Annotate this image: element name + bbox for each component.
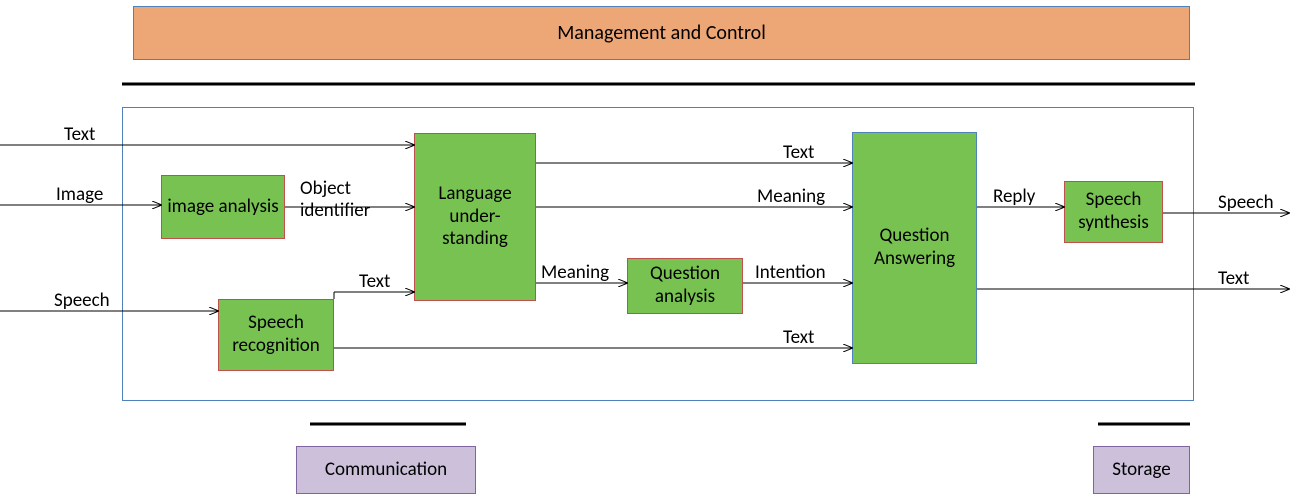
edge-label: identifier xyxy=(300,199,370,222)
speech-recognition-node: Speech recognition xyxy=(218,299,334,371)
speech-synthesis-label: Speech synthesis xyxy=(1065,187,1162,237)
question-answering-node: Question Answering xyxy=(852,132,977,364)
communication-box: Communication xyxy=(296,446,476,494)
edge-label: Speech xyxy=(1218,191,1274,214)
mgmt-control-box: Management and Control xyxy=(133,6,1190,60)
edge-label: Intention xyxy=(755,261,826,284)
edge-label: Text xyxy=(783,326,814,349)
storage-box: Storage xyxy=(1093,446,1190,494)
question-analysis-label: Question analysis xyxy=(628,261,742,311)
edge-label: Text xyxy=(1218,267,1249,290)
edge-label: Image xyxy=(56,183,103,206)
language-understanding-label: Language under-standing xyxy=(415,181,535,253)
edge-label: Object xyxy=(300,177,351,200)
edge-label: Text xyxy=(64,123,95,146)
question-analysis-node: Question analysis xyxy=(627,258,743,314)
edge-label: Meaning xyxy=(541,261,609,284)
question-answering-label: Question Answering xyxy=(853,223,976,273)
image-analysis-label: image analysis xyxy=(163,194,282,221)
edge-label: Text xyxy=(783,141,814,164)
speech-synthesis-node: Speech synthesis xyxy=(1064,181,1163,243)
image-analysis-node: image analysis xyxy=(161,175,285,239)
communication-label: Communication xyxy=(321,457,451,484)
speech-recognition-label: Speech recognition xyxy=(219,310,333,360)
edge-label: Text xyxy=(359,270,390,293)
language-understanding-node: Language under-standing xyxy=(414,133,536,301)
storage-label: Storage xyxy=(1108,457,1175,484)
edge-label: Meaning xyxy=(757,185,825,208)
edge-label: Speech xyxy=(54,289,110,312)
edge-label: Reply xyxy=(993,185,1035,208)
